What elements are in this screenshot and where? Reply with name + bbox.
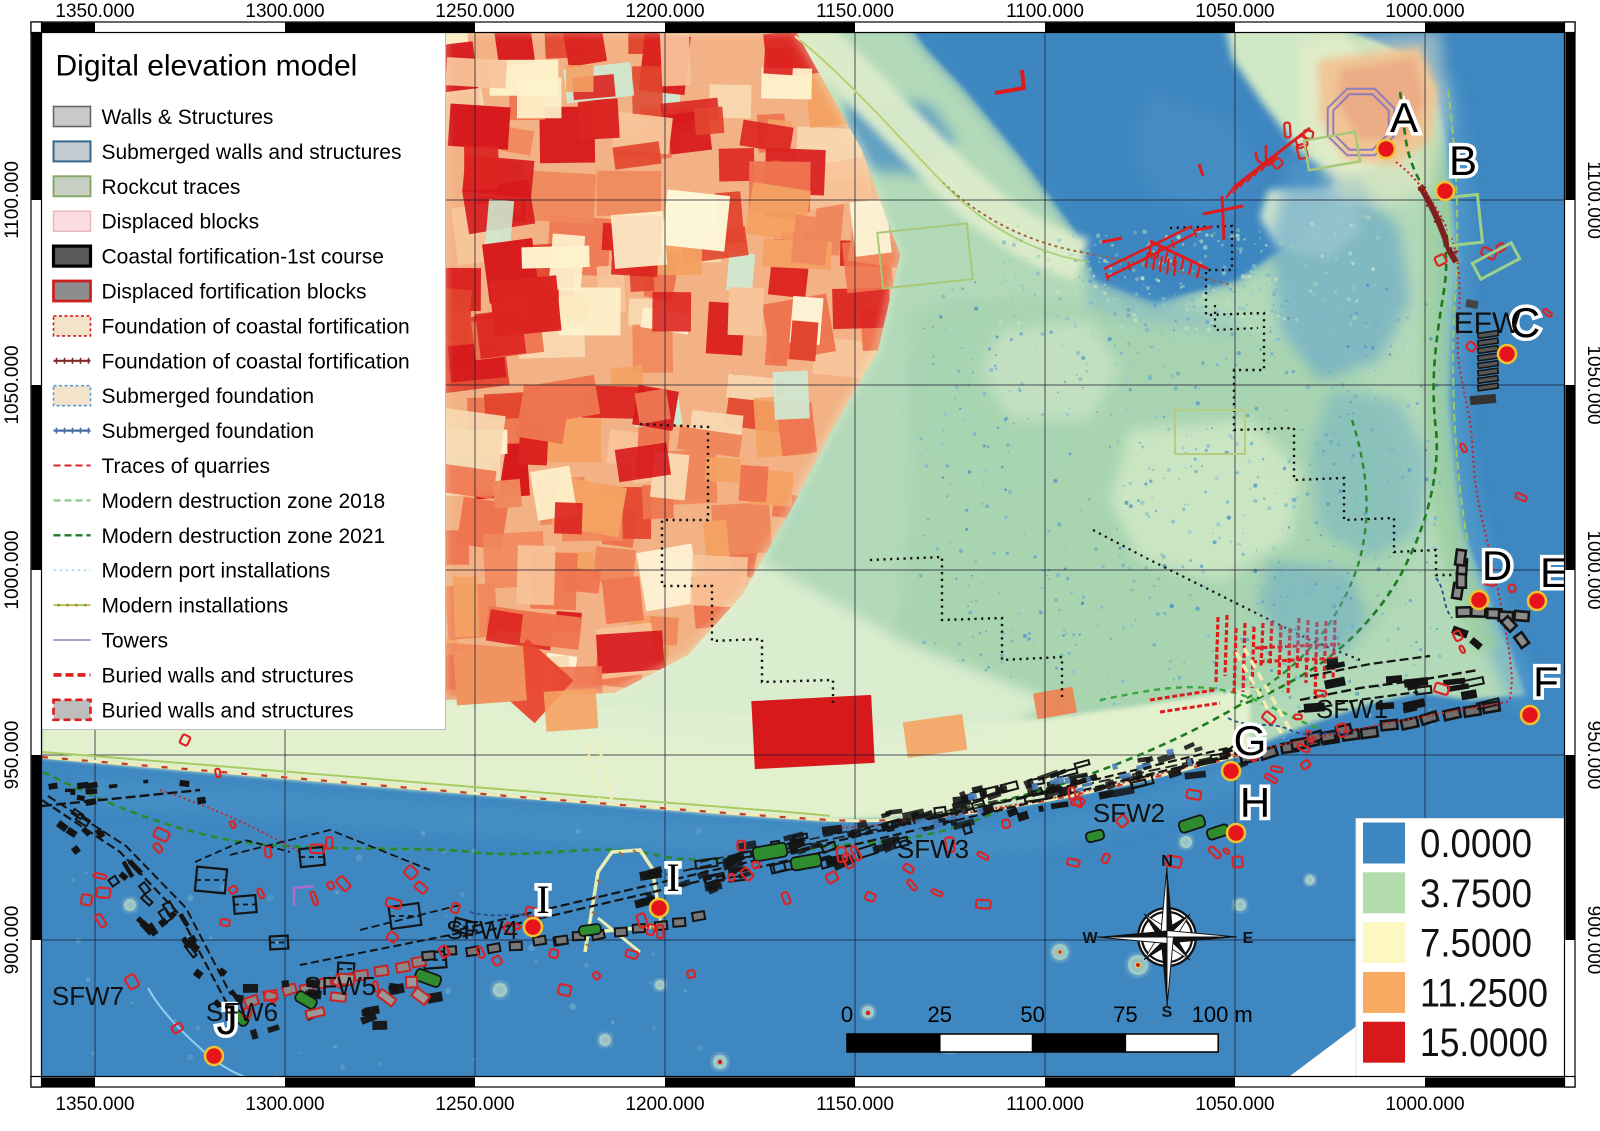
svg-text:Modern destruction zone 2021: Modern destruction zone 2021 <box>102 525 386 548</box>
svg-text:1000.000: 1000.000 <box>1385 1094 1464 1115</box>
svg-text:1100.000: 1100.000 <box>1006 1 1084 22</box>
svg-text:1150.000: 1150.000 <box>816 1094 894 1115</box>
svg-text:Submerged foundation: Submerged foundation <box>102 420 315 443</box>
svg-text:1300.000: 1300.000 <box>245 1094 324 1115</box>
svg-text:1100.000: 1100.000 <box>1006 1094 1084 1115</box>
svg-text:950.000: 950.000 <box>2 721 23 790</box>
svg-text:900.000: 900.000 <box>2 906 23 975</box>
svg-text:7.5000: 7.5000 <box>1420 922 1532 966</box>
svg-text:1000.000: 1000.000 <box>1583 530 1600 609</box>
svg-text:J: J <box>217 996 238 1043</box>
svg-text:1250.000: 1250.000 <box>435 1094 514 1115</box>
svg-text:Buried walls and structures: Buried walls and structures <box>102 699 354 722</box>
svg-text:Towers: Towers <box>102 630 169 653</box>
svg-text:1050.000: 1050.000 <box>1195 1094 1274 1115</box>
svg-text:Displaced blocks: Displaced blocks <box>102 211 260 234</box>
svg-text:1350.000: 1350.000 <box>55 1094 134 1115</box>
svg-text:Submerged foundation: Submerged foundation <box>102 385 315 408</box>
svg-text:1200.000: 1200.000 <box>625 1 704 22</box>
svg-text:Foundation of coastal fortific: Foundation of coastal fortification <box>102 350 410 373</box>
svg-text:900.000: 900.000 <box>1583 906 1600 975</box>
svg-text:F: F <box>1533 658 1559 705</box>
svg-text:Coastal fortification-1st cour: Coastal fortification-1st course <box>102 246 384 269</box>
svg-text:1100.000: 1100.000 <box>2 161 23 239</box>
svg-text:A: A <box>1390 94 1418 141</box>
svg-text:Rockcut traces: Rockcut traces <box>102 176 241 199</box>
svg-text:SFW1: SFW1 <box>1316 694 1388 724</box>
svg-text:I: I <box>666 855 679 900</box>
svg-text:G: G <box>1234 717 1267 764</box>
svg-text:C: C <box>1510 299 1540 346</box>
svg-text:1200.000: 1200.000 <box>625 1094 704 1115</box>
svg-text:Displaced fortification blocks: Displaced fortification blocks <box>102 281 367 304</box>
svg-text:25: 25 <box>928 1002 952 1027</box>
svg-text:1000.000: 1000.000 <box>1385 1 1464 22</box>
svg-text:Traces of quarries: Traces of quarries <box>102 455 270 478</box>
svg-text:E: E <box>1540 549 1568 596</box>
svg-text:Submerged walls and structures: Submerged walls and structures <box>102 141 402 164</box>
svg-text:1350.000: 1350.000 <box>55 1 134 22</box>
svg-text:B: B <box>1449 137 1477 184</box>
svg-text:0.0000: 0.0000 <box>1420 822 1532 866</box>
svg-text:1050.000: 1050.000 <box>2 345 23 424</box>
svg-text:W: W <box>1082 930 1098 947</box>
svg-text:11.2500: 11.2500 <box>1420 971 1548 1015</box>
svg-text:SFW3: SFW3 <box>897 834 969 864</box>
svg-text:SFW5: SFW5 <box>304 971 376 1001</box>
svg-text:Foundation of coastal fortific: Foundation of coastal fortification <box>102 315 410 338</box>
svg-text:SFW2: SFW2 <box>1093 798 1165 828</box>
svg-text:1050.000: 1050.000 <box>1195 1 1274 22</box>
svg-text:1100.000: 1100.000 <box>1583 161 1600 239</box>
svg-text:D: D <box>1482 542 1512 589</box>
svg-text:1150.000: 1150.000 <box>816 1 894 22</box>
svg-text:Buried walls and structures: Buried walls and structures <box>102 664 354 687</box>
svg-text:E: E <box>1243 930 1254 947</box>
svg-text:Walls & Structures: Walls & Structures <box>102 106 274 129</box>
svg-text:1050.000: 1050.000 <box>1583 345 1600 424</box>
svg-text:SFW7: SFW7 <box>52 981 124 1011</box>
svg-text:Digital elevation model: Digital elevation model <box>56 50 358 83</box>
svg-text:EFW: EFW <box>1454 307 1521 340</box>
svg-text:15.0000: 15.0000 <box>1420 1021 1548 1065</box>
svg-text:N: N <box>1161 853 1173 870</box>
svg-text:100 m: 100 m <box>1192 1002 1253 1027</box>
svg-text:0: 0 <box>841 1002 853 1027</box>
svg-text:Modern port installations: Modern port installations <box>102 560 331 583</box>
svg-text:SFW6: SFW6 <box>206 997 278 1027</box>
svg-text:75: 75 <box>1113 1002 1137 1027</box>
svg-text:S: S <box>1162 1004 1173 1021</box>
svg-text:I: I <box>536 877 549 922</box>
svg-text:950.000: 950.000 <box>1583 721 1600 790</box>
svg-text:1300.000: 1300.000 <box>245 1 324 22</box>
svg-text:50: 50 <box>1020 1002 1044 1027</box>
svg-text:Modern destruction zone 2018: Modern destruction zone 2018 <box>102 490 386 513</box>
svg-text:3.7500: 3.7500 <box>1420 872 1532 916</box>
svg-text:Modern installations: Modern installations <box>102 595 289 618</box>
svg-text:1250.000: 1250.000 <box>435 1 514 22</box>
svg-text:H: H <box>1240 779 1270 826</box>
svg-text:SFW4: SFW4 <box>446 915 518 945</box>
svg-text:1000.000: 1000.000 <box>2 530 23 609</box>
